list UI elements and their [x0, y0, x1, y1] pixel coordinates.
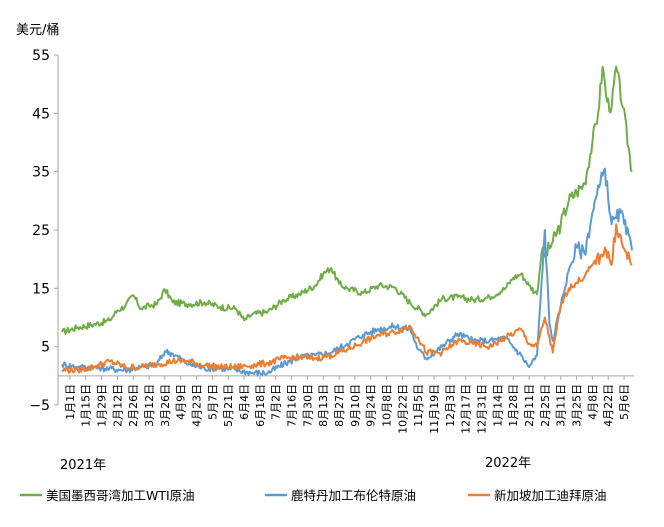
x-tick-label: 1月1日: [64, 384, 77, 420]
series-line-wti: [61, 65, 633, 335]
x-tick-label: 9月24日: [365, 384, 378, 427]
x-tick-label: 5月6日: [618, 384, 631, 420]
y-tick-label: 15: [32, 281, 50, 297]
x-tick-label: 2月12日: [111, 384, 124, 427]
x-tick-label: 4月23日: [191, 384, 204, 427]
x-tick-label: 1月14日: [491, 384, 504, 427]
y-tick-label: 45: [32, 106, 50, 122]
x-tick-label: 3月11日: [555, 384, 568, 427]
x-tick-label: 3月25日: [571, 384, 584, 427]
x-tick-label: 9月10日: [349, 384, 362, 427]
y-tick-label: −5: [29, 398, 50, 414]
x-tick-label: 6月18日: [254, 384, 267, 427]
x-tick-label: 12月3日: [444, 384, 457, 427]
x-axis-ticks: 1月1日 1月15日 1月29日 2月12日 2月26日 3月12日 3月26日 4月9日 4月…: [64, 375, 631, 434]
year-label-2022: 2022年: [485, 456, 531, 471]
x-tick-label: 1月15日: [80, 384, 93, 427]
x-tick-label: 10月22日: [396, 384, 409, 434]
legend: 美国墨西哥湾加工WTI原油 鹿特丹加工布伦特原油 新加坡加工迪拜原油: [20, 488, 607, 503]
x-tick-label: 8月27日: [333, 384, 346, 427]
x-tick-label: 8月13日: [317, 384, 330, 427]
x-tick-label: 1月28日: [507, 384, 520, 427]
x-tick-label: 11月5日: [412, 384, 425, 427]
x-tick-label: 3月12日: [143, 384, 156, 427]
x-tick-label: 7月16日: [286, 384, 299, 427]
x-tick-label: 11月19日: [428, 384, 441, 434]
x-tick-label: 10月8日: [381, 384, 394, 427]
legend-label-dubai: 新加坡加工迪拜原油: [494, 488, 607, 503]
x-tick-label: 4月22日: [602, 384, 615, 427]
y-axis-label: 美元/桶: [16, 23, 59, 38]
series-line-brent: [61, 167, 633, 377]
y-axis-ticks: 55 45 35 25 15 5 −5: [29, 48, 58, 414]
x-tick-label: 12月17日: [460, 384, 473, 434]
legend-label-brent: 鹿特丹加工布伦特原油: [291, 488, 416, 503]
series-line-dubai: [61, 223, 633, 374]
x-tick-label: 4月8日: [586, 384, 599, 420]
x-tick-label: 7月30日: [301, 384, 314, 427]
x-tick-label: 6月4日: [238, 384, 251, 420]
y-tick-label: 55: [32, 48, 50, 64]
x-tick-label: 4月9日: [175, 384, 188, 420]
y-tick-label: 5: [41, 340, 50, 356]
x-tick-label: 1月29日: [96, 384, 109, 427]
year-label-2021: 2021年: [60, 458, 106, 473]
x-tick-label: 3月26日: [159, 384, 172, 427]
y-tick-label: 25: [32, 223, 50, 239]
x-tick-label: 2月25日: [539, 384, 552, 427]
x-tick-label: 2月26日: [127, 384, 140, 427]
x-tick-label: 12月31日: [476, 384, 489, 434]
x-tick-label: 2月11日: [523, 384, 536, 427]
x-tick-label: 5月21日: [222, 384, 235, 427]
x-tick-label: 5月7日: [206, 384, 219, 420]
series-lines: [61, 65, 633, 377]
legend-label-wti: 美国墨西哥湾加工WTI原油: [46, 488, 195, 503]
x-tick-label: 7月2日: [270, 384, 283, 420]
y-tick-label: 35: [32, 165, 50, 181]
